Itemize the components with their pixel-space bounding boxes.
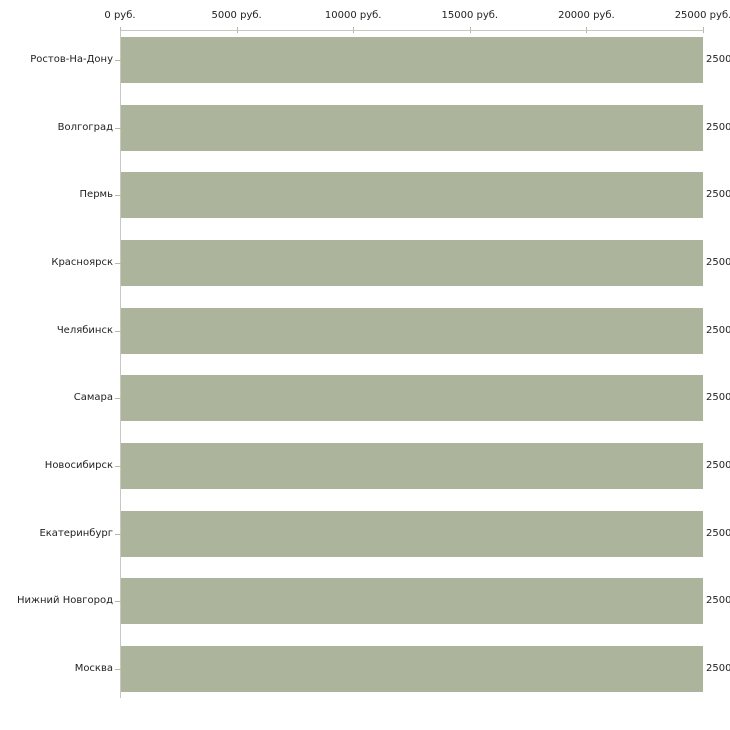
category-label: Самара — [73, 392, 113, 404]
bar-7 — [121, 442, 703, 489]
bar-value-label: 25000 — [706, 392, 730, 404]
y-axis-tick-mark — [115, 195, 121, 197]
category-label: Новосибирск — [44, 459, 113, 471]
bar-1 — [121, 37, 703, 83]
x-axis-line — [120, 30, 704, 31]
y-axis-tick-mark — [115, 668, 121, 670]
bar-3 — [121, 172, 703, 219]
bar-4 — [121, 239, 703, 286]
category-label: Пермь — [79, 189, 113, 201]
y-axis-tick-mark — [115, 465, 121, 467]
bar-value-label: 25000 — [706, 121, 730, 133]
category-label: Волгоград — [57, 121, 113, 133]
bar-5 — [121, 307, 703, 354]
bar-value-label: 25000 — [706, 189, 730, 201]
y-axis-tick-mark — [115, 127, 121, 129]
bar-10 — [121, 645, 703, 692]
y-axis-tick-mark — [115, 398, 121, 400]
category-label: Нижний Новгород — [16, 595, 113, 607]
category-label: Челябинск — [56, 324, 113, 336]
category-label: Красноярск — [51, 256, 113, 268]
y-axis-line — [120, 30, 121, 698]
x-axis-tick-label: 5000 руб. — [211, 10, 262, 21]
y-axis-tick-mark — [115, 60, 121, 61]
category-label: Екатеринбург — [39, 527, 113, 539]
bar-value-label: 25000 — [706, 662, 730, 674]
x-axis-tick-label: 15000 руб. — [441, 10, 499, 21]
y-axis-tick-mark — [115, 262, 121, 264]
bar-value-label: 25000 — [706, 54, 730, 65]
bar-value-label: 25000 — [706, 459, 730, 471]
y-axis-tick-mark — [115, 601, 121, 603]
x-axis-tick-label: 0 руб. — [104, 10, 136, 21]
y-axis-tick-mark — [115, 533, 121, 535]
bar-2 — [121, 104, 703, 151]
category-label: Ростов-На-Дону — [30, 54, 113, 65]
bar-8 — [121, 510, 703, 557]
bar-value-label: 25000 — [706, 595, 730, 607]
x-axis-tick-label: 25000 руб. — [674, 10, 730, 21]
x-axis-tick-label: 20000 руб. — [558, 10, 615, 21]
category-label: Москва — [74, 662, 113, 674]
bar-value-label: 25000 — [706, 256, 730, 268]
bar-value-label: 25000 — [706, 324, 730, 336]
x-axis-tick-label: 10000 руб. — [324, 10, 382, 21]
bar-9 — [121, 578, 703, 625]
bar-value-label: 25000 — [706, 527, 730, 539]
bar-6 — [121, 375, 703, 422]
y-axis-tick-mark — [115, 330, 121, 332]
